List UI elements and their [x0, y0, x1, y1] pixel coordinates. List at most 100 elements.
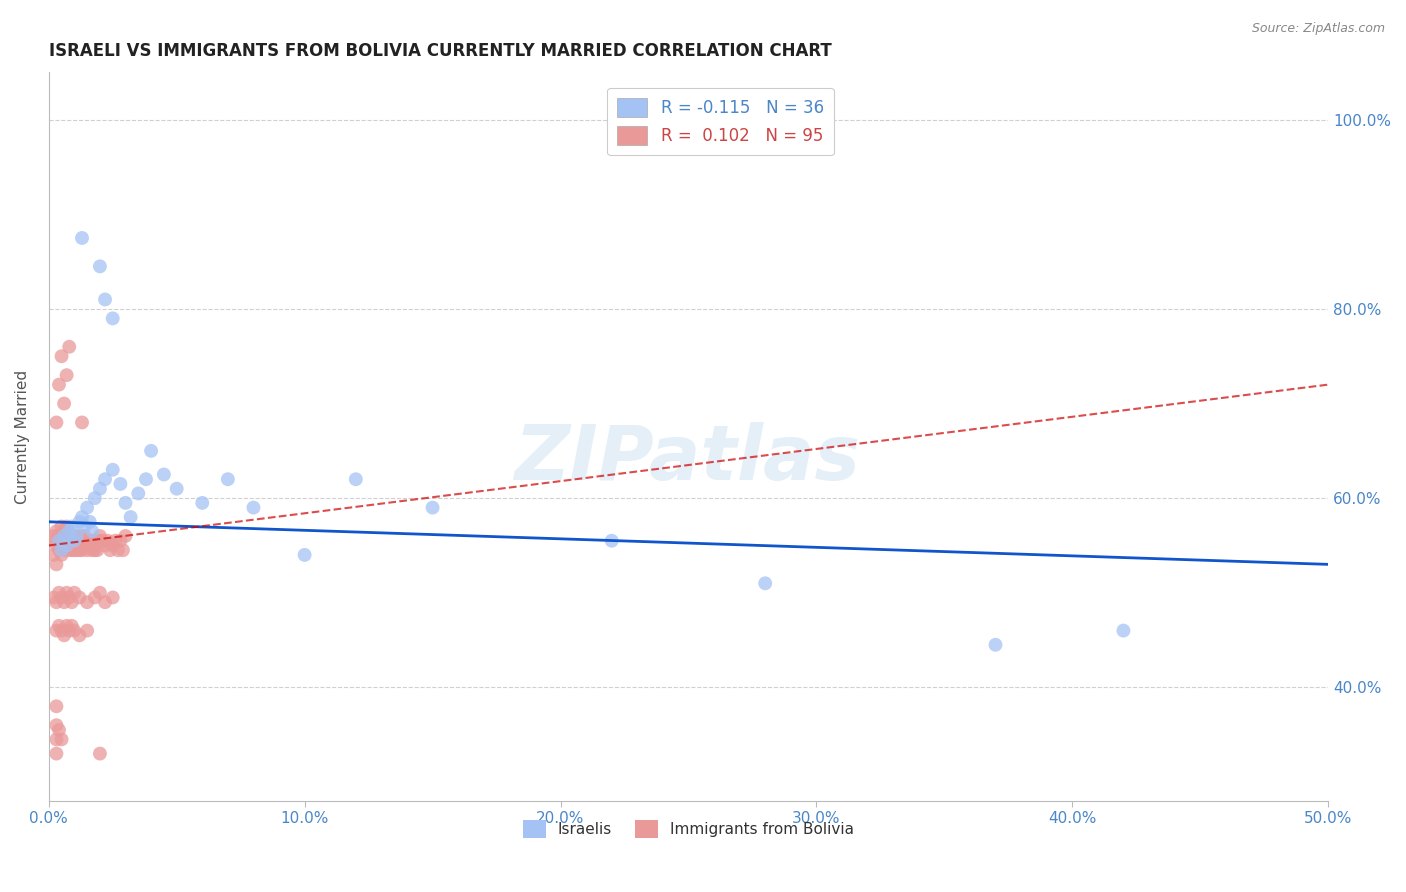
Point [76, 595, 98, 609]
Point [63, 533, 86, 548]
Point [66, 529, 89, 543]
Point [89, 529, 111, 543]
Point [58, 624, 80, 638]
Point [55, 538, 77, 552]
Point [83, 591, 105, 605]
Point [58, 529, 80, 543]
Point [166, 482, 188, 496]
Point [60, 533, 83, 548]
Point [69, 628, 91, 642]
Point [51, 543, 73, 558]
Point [45, 558, 67, 572]
Point [110, 477, 132, 491]
Legend: Israelis, Immigrants from Bolivia: Israelis, Immigrants from Bolivia [516, 814, 860, 844]
Point [73, 529, 96, 543]
Point [76, 533, 98, 548]
Point [48, 723, 70, 737]
Point [48, 533, 70, 548]
Point [63, 533, 86, 548]
Point [42, 548, 65, 562]
Point [48, 543, 70, 558]
Point [107, 543, 129, 558]
Point [101, 538, 124, 552]
Point [91, 533, 114, 548]
Point [94, 595, 117, 609]
Point [83, 491, 105, 505]
Point [63, 586, 86, 600]
Y-axis label: Currently Married: Currently Married [15, 369, 30, 504]
Point [60, 543, 83, 558]
Point [53, 543, 76, 558]
Point [94, 293, 117, 307]
Point [51, 533, 73, 548]
Point [82, 533, 104, 548]
Point [111, 543, 134, 558]
Point [42, 533, 65, 548]
Point [45, 595, 67, 609]
Point [73, 519, 96, 533]
Point [51, 548, 73, 562]
Point [48, 619, 70, 633]
Point [79, 538, 101, 552]
Point [754, 576, 776, 591]
Point [45, 524, 67, 539]
Point [79, 533, 101, 548]
Point [42, 529, 65, 543]
Point [110, 533, 132, 548]
Point [69, 515, 91, 529]
Point [60, 519, 83, 533]
Point [104, 533, 127, 548]
Point [53, 396, 76, 410]
Point [48, 529, 70, 543]
Point [70, 231, 93, 245]
Point [70, 529, 93, 543]
Point [48, 586, 70, 600]
Point [600, 533, 623, 548]
Point [89, 260, 111, 274]
Point [53, 595, 76, 609]
Point [83, 543, 105, 558]
Point [89, 533, 111, 548]
Point [55, 519, 77, 533]
Point [101, 591, 124, 605]
Point [66, 533, 89, 548]
Point [66, 543, 89, 558]
Point [55, 586, 77, 600]
Point [76, 500, 98, 515]
Point [114, 496, 136, 510]
Point [55, 533, 77, 548]
Point [58, 533, 80, 548]
Point [76, 624, 98, 638]
Point [53, 524, 76, 539]
Point [45, 538, 67, 552]
Point [45, 732, 67, 747]
Point [60, 619, 83, 633]
Point [48, 533, 70, 548]
Point [63, 543, 86, 558]
Point [294, 548, 316, 562]
Point [51, 349, 73, 363]
Point [86, 543, 108, 558]
Point [422, 500, 444, 515]
Point [51, 519, 73, 533]
Point [191, 496, 214, 510]
Point [45, 699, 67, 714]
Point [45, 718, 67, 732]
Point [82, 524, 104, 539]
Point [984, 638, 1007, 652]
Point [1112, 624, 1135, 638]
Point [42, 591, 65, 605]
Point [101, 311, 124, 326]
Text: Source: ZipAtlas.com: Source: ZipAtlas.com [1251, 22, 1385, 36]
Point [70, 510, 93, 524]
Text: ZIPatlas: ZIPatlas [516, 422, 862, 496]
Point [114, 529, 136, 543]
Point [217, 472, 239, 486]
Point [58, 591, 80, 605]
Point [63, 624, 86, 638]
Point [53, 529, 76, 543]
Point [89, 482, 111, 496]
Point [70, 416, 93, 430]
Point [45, 747, 67, 761]
Point [79, 515, 101, 529]
